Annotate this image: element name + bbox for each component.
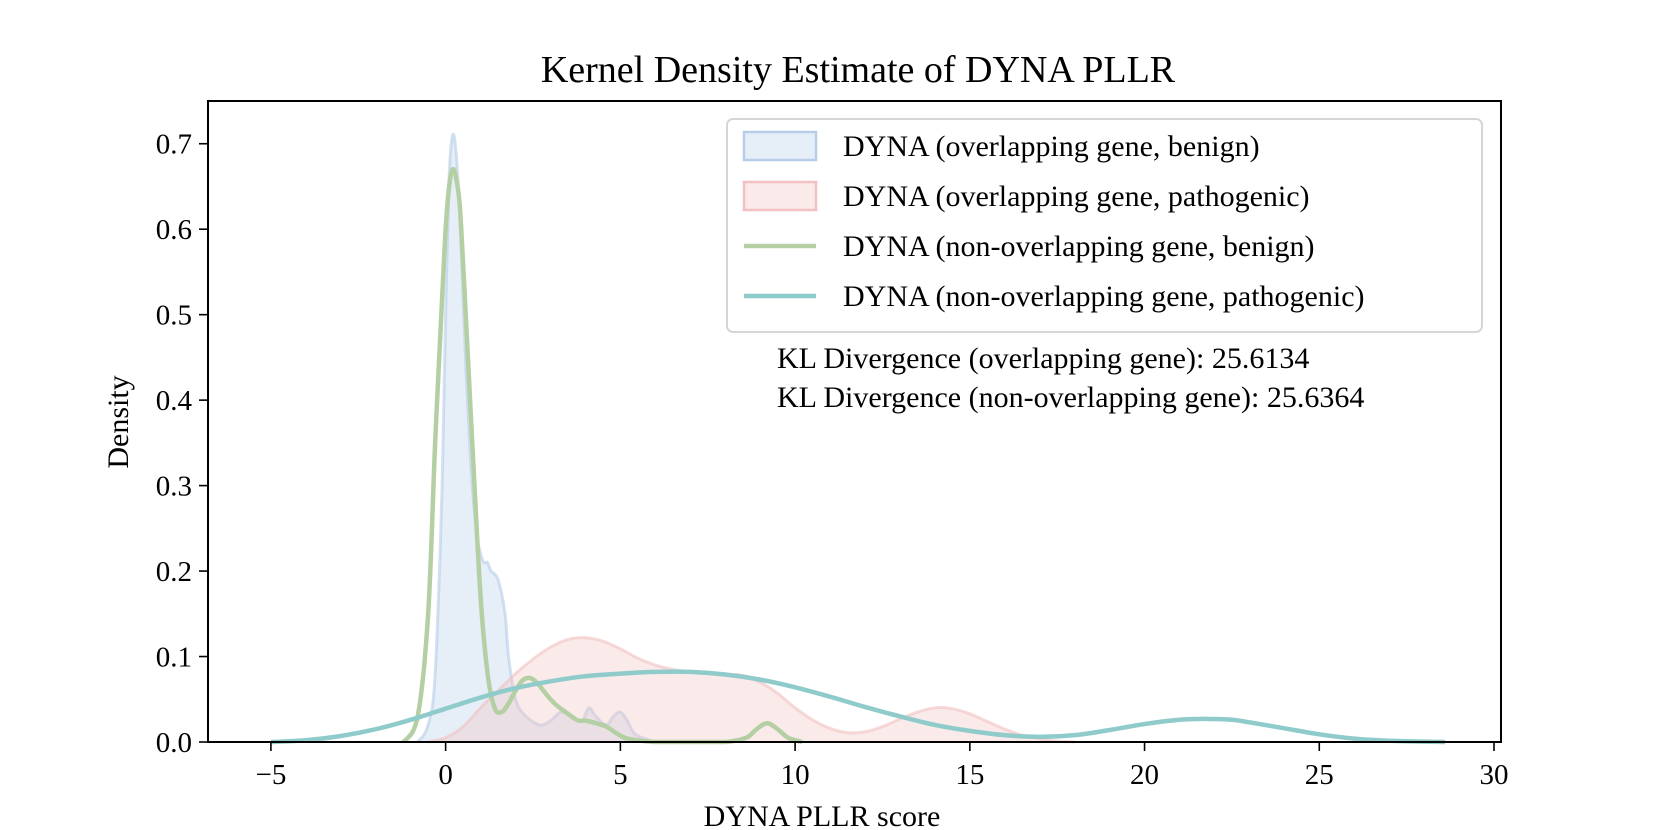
- y-tick-label: 0.6: [156, 214, 192, 246]
- legend-swatch-dyna-overlapping-gene-benign: [742, 130, 818, 162]
- series-area-dyna-overlapping-gene-benign: [417, 134, 656, 743]
- y-tick-label: 0.4: [156, 385, 193, 417]
- legend: DYNA (overlapping gene, benign) DYNA (ove…: [726, 118, 1483, 333]
- x-axis-label: DYNA PLLR score: [704, 800, 941, 830]
- y-tick-label: 0.2: [156, 556, 192, 588]
- y-tick-label: 0.5: [156, 300, 192, 332]
- x-tick-label: 0: [438, 759, 453, 791]
- legend-label-dyna-overlapping-gene-benign: DYNA (overlapping gene, benign): [843, 130, 1260, 163]
- x-tick-label: 10: [781, 759, 810, 791]
- y-axis-label: Density: [102, 375, 135, 468]
- legend-swatch-dyna-overlapping-gene-pathogenic: [742, 180, 818, 212]
- series-area-dyna-overlapping-gene-pathogenic: [428, 637, 1075, 742]
- x-tick-label: 30: [1480, 759, 1509, 791]
- legend-label-dyna-overlapping-gene-pathogenic: DYNA (overlapping gene, pathogenic): [843, 180, 1310, 213]
- x-axis: −5 0 5 10 15 20 25 30: [255, 742, 1509, 791]
- y-tick-label: 0.1: [156, 642, 192, 674]
- x-tick-label: 5: [613, 759, 628, 791]
- series-line-dyna-non-overlapping-gene-pathogenic: [270, 669, 1446, 745]
- kl-divergence-overlapping: KL Divergence (overlapping gene): 25.613…: [777, 342, 1309, 375]
- kl-divergence-non-overlapping: KL Divergence (non-overlapping gene): 25…: [777, 381, 1364, 414]
- legend-box: [726, 118, 1483, 333]
- legend-label-dyna-non-overlapping-gene-pathogenic: DYNA (non-overlapping gene, pathogenic): [843, 280, 1365, 313]
- y-tick-label: 0.3: [156, 471, 192, 503]
- x-tick-label: 25: [1305, 759, 1334, 791]
- y-axis: 0.0 0.1 0.2 0.3 0.4 0.5 0.6 0.7: [156, 129, 208, 759]
- x-tick-label: −5: [255, 759, 286, 791]
- legend-label-dyna-non-overlapping-gene-benign: DYNA (non-overlapping gene, benign): [843, 230, 1315, 263]
- chart-title: Kernel Density Estimate of DYNA PLLR: [541, 49, 1176, 91]
- x-tick-label: 15: [955, 759, 984, 791]
- y-tick-label: 0.7: [156, 129, 192, 161]
- x-tick-label: 20: [1130, 759, 1159, 791]
- plot-frame: [207, 100, 1502, 743]
- y-tick-label: 0.0: [156, 727, 192, 759]
- legend-items: DYNA (overlapping gene, benign) DYNA (ove…: [742, 130, 1365, 313]
